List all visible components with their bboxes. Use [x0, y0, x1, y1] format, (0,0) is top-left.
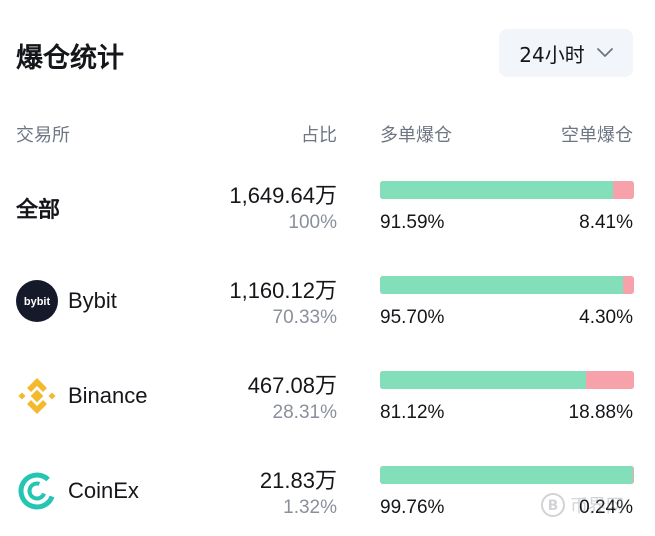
watermark-text: 币界网 — [570, 496, 624, 517]
svg-text:bybit: bybit — [24, 296, 51, 308]
watermark: B 币界网 — [540, 492, 624, 518]
amount-value: 1,649.64 — [229, 183, 315, 208]
exchange-cell: 全部 — [16, 192, 60, 224]
exchange-name: Bybit — [68, 288, 117, 313]
svg-text:B: B — [548, 498, 559, 514]
exchange-cell[interactable]: CoinEx — [16, 470, 139, 512]
short-percent: 0.24% — [579, 497, 633, 518]
coinex-logo-icon — [18, 472, 56, 510]
short-fill — [586, 371, 634, 389]
long-fill — [380, 371, 587, 389]
exchange-name: 全部 — [16, 198, 61, 223]
share-percent: 1.32% — [283, 497, 337, 518]
liquidation-amount: 21.83万 — [180, 463, 337, 495]
table-row-binance[interactable]: Binance 467.08万 28.31% 81.12% 18.88% — [0, 360, 655, 440]
bybit-logo-icon: bybit — [16, 280, 58, 322]
table-row-all: 全部 1,649.64万 100% 91.59% 8.41% — [0, 170, 655, 250]
short-percent: 4.30% — [579, 307, 633, 328]
column-header-exchange: 交易所 — [16, 125, 70, 146]
exchange-cell[interactable]: bybit Bybit — [16, 280, 117, 322]
share-percent: 100% — [288, 212, 337, 233]
time-range-value: 24小时 — [519, 42, 585, 67]
amount-unit: 万 — [314, 469, 337, 494]
long-percent: 99.76% — [380, 497, 445, 518]
page-title: 爆仓统计 — [16, 43, 124, 74]
table-row-bybit[interactable]: bybit Bybit 1,160.12万 70.33% 95.70% 4.30… — [0, 265, 655, 345]
amount-unit: 万 — [314, 184, 337, 209]
short-fill — [633, 466, 634, 484]
amount-value: 1,160.12 — [229, 278, 315, 303]
short-fill — [612, 181, 634, 199]
table-row-coinex[interactable]: CoinEx 21.83万 1.32% 99.76% 0.24% — [0, 455, 655, 535]
column-header-long-liquidation: 多单爆仓 — [380, 125, 452, 146]
time-range-dropdown[interactable]: 24小时 — [499, 29, 633, 77]
bitcoin-icon: B — [541, 493, 565, 517]
amount-value: 21.83 — [259, 468, 315, 493]
long-fill — [380, 466, 634, 484]
amount-value: 467.08 — [247, 373, 315, 398]
long-short-ratio-bar — [380, 276, 634, 294]
exchange-name: Binance — [68, 383, 148, 408]
long-fill — [380, 276, 624, 294]
short-percent: 18.88% — [568, 402, 633, 423]
short-percent: 8.41% — [579, 212, 633, 233]
binance-logo-icon — [18, 378, 56, 414]
chevron-down-icon — [596, 48, 613, 57]
long-short-ratio-bar — [380, 371, 634, 389]
share-percent: 70.33% — [272, 307, 337, 328]
share-percent: 28.31% — [272, 402, 337, 423]
long-short-ratio-bar — [380, 181, 634, 199]
amount-unit: 万 — [314, 374, 337, 399]
liquidation-amount: 1,649.64万 — [180, 178, 337, 210]
column-header-short-liquidation: 空单爆仓 — [561, 125, 633, 146]
amount-unit: 万 — [314, 279, 337, 304]
long-short-ratio-bar — [380, 466, 634, 484]
exchange-name: CoinEx — [68, 478, 139, 503]
short-fill — [623, 276, 634, 294]
liquidation-amount: 467.08万 — [180, 368, 337, 400]
long-percent: 91.59% — [380, 212, 445, 233]
liquidation-amount: 1,160.12万 — [180, 273, 337, 305]
long-percent: 95.70% — [380, 307, 445, 328]
column-header-share: 占比 — [301, 125, 337, 146]
long-fill — [380, 181, 613, 199]
exchange-cell[interactable]: Binance — [16, 375, 148, 417]
long-percent: 81.12% — [380, 402, 445, 423]
